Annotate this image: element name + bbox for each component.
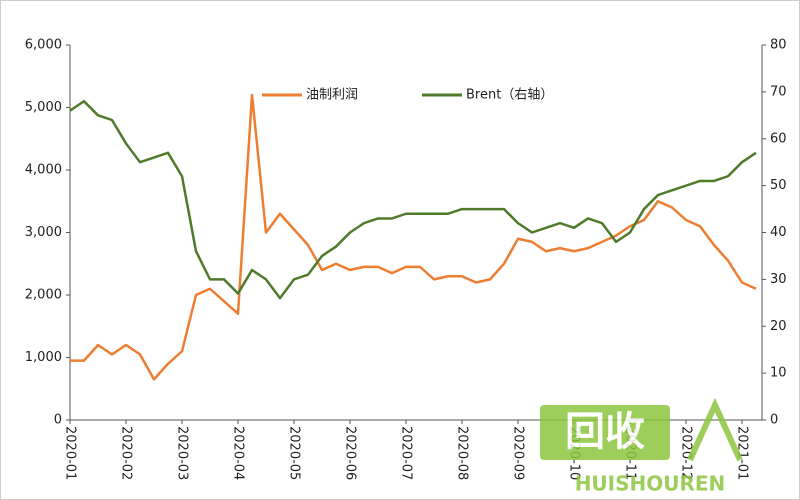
y2-tick-label: 80 [770, 38, 787, 53]
y2-tick-label: 0 [770, 413, 778, 428]
y-tick-label: 2,000 [25, 288, 62, 303]
y-tick-label: 1,000 [25, 350, 62, 365]
x-tick-label: 2020-07 [399, 426, 414, 480]
plot: 0 1,000 2,000 3,000 4,000 5,000 6,000 0 10 20 30 40… [25, 38, 787, 481]
y2-tick-label: 20 [770, 319, 787, 334]
x-tick-label: 2020-06 [343, 426, 358, 480]
x-tick-label: 2020-01 [63, 426, 78, 480]
series-line [70, 93, 757, 381]
watermark-box [540, 405, 670, 460]
y-tick-label: 6,000 [25, 38, 62, 53]
y2-tick-label: 10 [770, 366, 787, 381]
series-line [69, 100, 757, 300]
x-tick-label: 2020-05 [287, 426, 302, 480]
y2-tick-label: 60 [770, 131, 787, 146]
x-tick-label: 2020-03 [175, 426, 190, 480]
y2-tick-label: 70 [770, 84, 787, 99]
watermark-icon [687, 397, 743, 462]
x-tick-label: 2020-04 [231, 426, 246, 480]
x-tick-label: 2020-12 [679, 426, 694, 480]
watermark-logo: 回收 [565, 409, 645, 455]
y-tick-label: 5,000 [25, 100, 62, 115]
legend-label: Brent（右轴） [466, 88, 553, 103]
watermark-brand: HUISHOUREN [575, 472, 726, 496]
y2-tick-label: 40 [770, 225, 787, 240]
y-tick-label: 3,000 [25, 225, 62, 240]
x-tick-label: 2021-01 [735, 426, 750, 480]
y-tick-label: 4,000 [25, 163, 62, 178]
y-tick-label: 0 [54, 413, 62, 428]
x-tick-label: 2020-08 [455, 426, 470, 480]
y2-tick-label: 30 [770, 272, 787, 287]
x-tick-label: 2020-02 [119, 426, 134, 480]
legend-label: 油制利润 [306, 88, 358, 103]
y2-tick-label: 50 [770, 178, 787, 193]
watermark: 回收 HUISHOUREN [540, 397, 743, 496]
x-tick-label: 2020-09 [511, 426, 526, 480]
